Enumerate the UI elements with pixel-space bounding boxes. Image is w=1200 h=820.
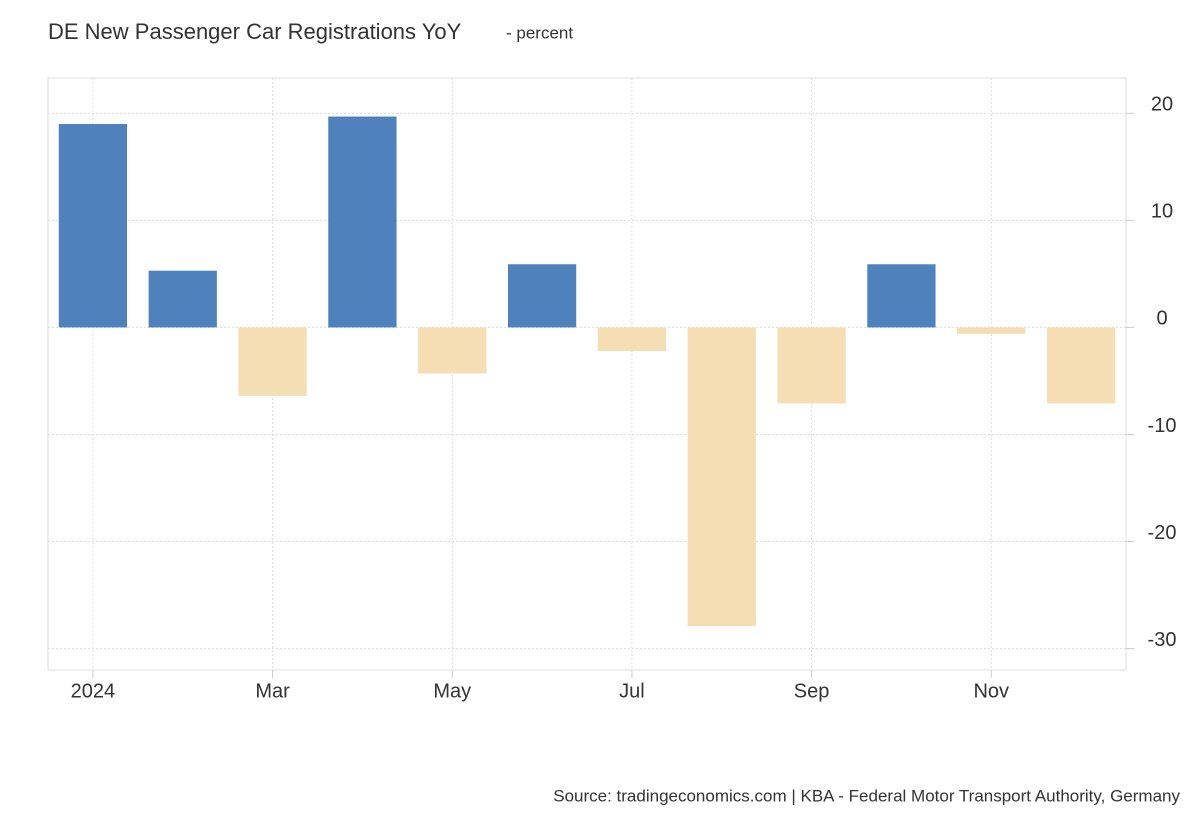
x-tick-label: Jul bbox=[619, 680, 645, 702]
bar bbox=[58, 124, 128, 328]
x-tick-label: Mar bbox=[255, 680, 290, 702]
y-tick-label: 20 bbox=[1151, 94, 1173, 116]
y-tick-label: 0 bbox=[1156, 308, 1167, 330]
chart-title: DE New Passenger Car Registrations YoY bbox=[48, 19, 462, 44]
bar bbox=[507, 264, 577, 328]
bar bbox=[957, 327, 1026, 334]
bar bbox=[687, 327, 756, 627]
y-tick-label: -30 bbox=[1148, 629, 1177, 651]
bar bbox=[597, 327, 667, 351]
source: Source: tradingeconomics.com | KBA - Fed… bbox=[553, 786, 1180, 805]
chart-subtitle: - percent bbox=[506, 23, 573, 42]
x-tick-label: Sep bbox=[794, 680, 830, 702]
bar bbox=[148, 270, 217, 328]
bar bbox=[1046, 327, 1116, 404]
y-tick-label: -20 bbox=[1148, 522, 1177, 544]
x-tick-label: May bbox=[433, 680, 471, 702]
x-tick-label: 2024 bbox=[71, 680, 116, 702]
bar bbox=[777, 327, 846, 404]
bar bbox=[238, 327, 307, 396]
y-tick-label: 10 bbox=[1151, 201, 1173, 223]
bar bbox=[867, 264, 936, 328]
bar bbox=[418, 327, 487, 374]
x-tick-label: Nov bbox=[973, 680, 1009, 702]
plot-frame bbox=[47, 77, 1127, 671]
y-tick-label: -10 bbox=[1148, 415, 1177, 437]
bar bbox=[328, 116, 397, 328]
